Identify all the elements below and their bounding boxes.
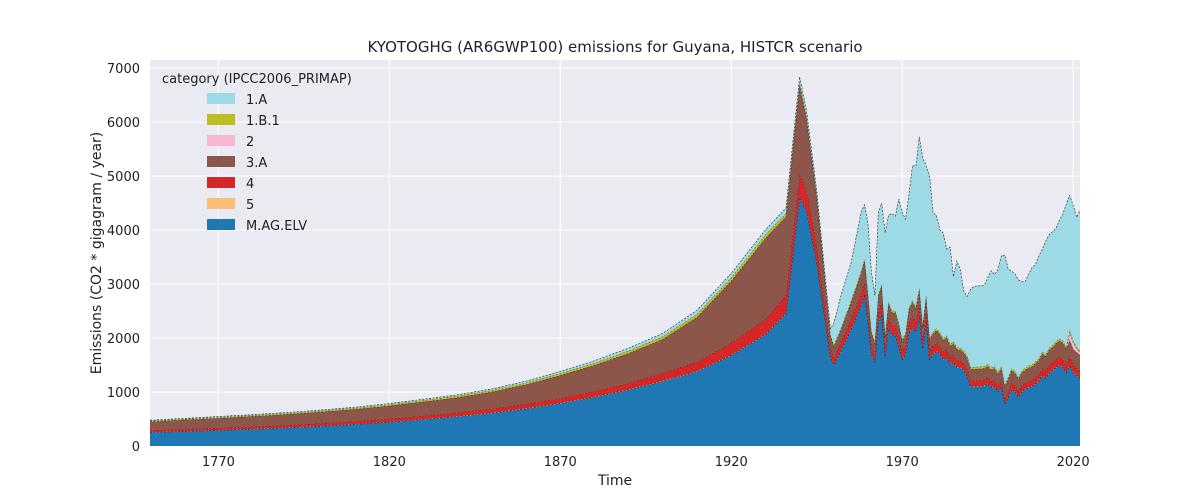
- legend-title: category (IPCC2006_PRIMAP): [162, 72, 352, 87]
- area-series-m-ag-elv: [150, 197, 1080, 446]
- legend-swatch-1-a: [207, 93, 235, 104]
- legend-swatch-4: [207, 177, 235, 188]
- legend-label-2: 2: [246, 135, 254, 150]
- stacked-areas: [149, 76, 1081, 446]
- x-tick-label: 1870: [544, 455, 577, 470]
- area-series-1-a: [150, 76, 1080, 421]
- legend-swatch-5: [207, 198, 235, 209]
- y-tick-label: 7000: [107, 62, 140, 77]
- area-series-3-a: [150, 85, 1080, 431]
- y-tick-label: 4000: [107, 224, 140, 239]
- legend-swatch-2: [207, 135, 235, 146]
- legend-label-4: 4: [246, 177, 254, 192]
- x-tick-label: 1970: [886, 455, 919, 470]
- y-axis-title: Emissions (CO2 * gigagram / year): [89, 132, 105, 375]
- y-tick-label: 3000: [107, 278, 140, 293]
- y-axis-ticks: 0 1000 2000 3000 4000 5000 6000 7000: [107, 62, 140, 455]
- x-tick-label: 2020: [1057, 455, 1090, 470]
- x-tick-label: 1920: [715, 455, 748, 470]
- x-tick-label: 1770: [202, 455, 235, 470]
- y-tick-label: 6000: [107, 116, 140, 131]
- y-tick-label: 2000: [107, 332, 140, 347]
- legend: category (IPCC2006_PRIMAP) 1.A 1.B.1 2 3.A 4…: [162, 72, 352, 234]
- y-tick-label: 5000: [107, 170, 140, 185]
- x-axis-title: Time: [597, 473, 632, 489]
- x-tick-label: 1820: [373, 455, 406, 470]
- series-edge-4: [149, 173, 1081, 431]
- legend-label-1-a: 1.A: [246, 93, 267, 108]
- chart-title: KYOTOGHG (AR6GWP100) emissions for Guyan…: [367, 38, 862, 56]
- x-axis-ticks: 1770 1820 1870 1920 1970 2020: [202, 455, 1090, 470]
- y-tick-label: 1000: [107, 386, 140, 401]
- series-edge-1-a: [149, 76, 1081, 421]
- legend-swatch-1-b-1: [207, 114, 235, 125]
- legend-swatch-m-ag-elv: [207, 219, 235, 230]
- legend-label-3-a: 3.A: [246, 156, 267, 171]
- legend-label-m-ag-elv: M.AG.ELV: [246, 219, 307, 234]
- legend-label-1-b-1: 1.B.1: [246, 114, 280, 129]
- legend-swatch-3-a: [207, 156, 235, 167]
- legend-label-5: 5: [246, 198, 254, 213]
- y-tick-label: 0: [132, 440, 140, 455]
